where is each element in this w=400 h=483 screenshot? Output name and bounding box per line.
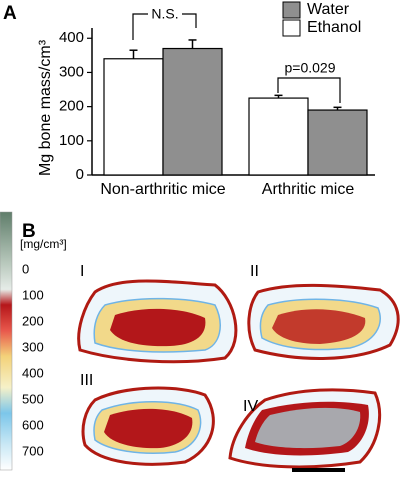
- colorbar-tick-label: 600: [22, 417, 44, 432]
- bar: [103, 58, 164, 176]
- image-label: I: [80, 263, 84, 280]
- colorbar-tick-label: 300: [22, 339, 44, 354]
- legend-swatch: [282, 19, 301, 37]
- y-axis-label: Mg bone mass/cm³: [37, 39, 54, 176]
- bracket: [277, 77, 341, 103]
- bar: [248, 97, 309, 176]
- image-label: III: [80, 372, 93, 389]
- y-tick-label: 400: [59, 29, 84, 46]
- colorbar-tick-label: 0: [22, 261, 29, 276]
- bone-image: [77, 279, 400, 469]
- colorbar-unit: [mg/cm³]: [20, 237, 67, 251]
- colorbar: [0, 211, 13, 471]
- y-tick-label: 0: [76, 166, 84, 183]
- colorbar-tick-label: 700: [22, 443, 44, 458]
- image-label: II: [250, 263, 259, 280]
- colorbar-tick-label: 500: [22, 391, 44, 406]
- panel-label: A: [3, 3, 17, 24]
- y-tick-label: 200: [59, 98, 84, 115]
- panel-label: B: [22, 221, 36, 242]
- annotation: p=0.029: [285, 60, 336, 76]
- colorbar-tick-label: 400: [22, 365, 44, 380]
- bar: [162, 47, 223, 176]
- x-tick-label: Non-arthritic mice: [100, 181, 225, 198]
- bracket: [132, 13, 197, 40]
- legend-label: Ethanol: [307, 19, 361, 36]
- y-tick-label: 100: [59, 132, 84, 149]
- annotation: N.S.: [151, 6, 178, 22]
- image-label: IV: [243, 398, 258, 415]
- colorbar-tick-label: 100: [22, 287, 44, 302]
- legend-label: Water: [307, 1, 350, 18]
- colorbar-tick-label: 200: [22, 313, 44, 328]
- bar: [307, 109, 368, 176]
- x-tick-label: Arthritic mice: [262, 181, 355, 198]
- y-tick-label: 300: [59, 63, 84, 80]
- legend-swatch: [282, 1, 301, 19]
